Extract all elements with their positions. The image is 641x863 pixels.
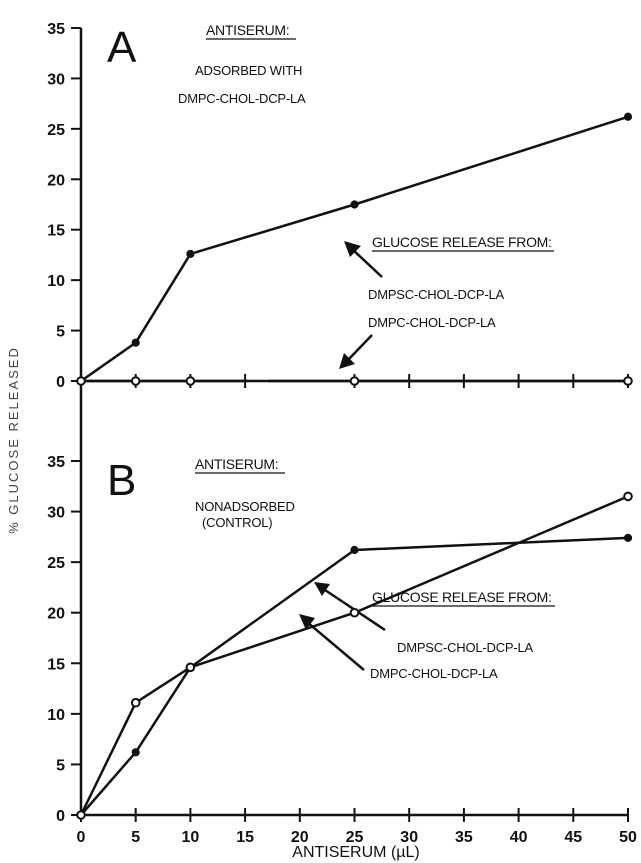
panel-a-y-tick-label: 0 [56, 374, 65, 391]
panel-a-annotation-title: GLUCOSE RELEASE FROM: [372, 234, 552, 250]
panel-a-series-1-point [350, 200, 359, 209]
panel-b-y-tick-label: 25 [47, 555, 65, 572]
x-tick-label: 10 [182, 829, 200, 846]
panel-b-series-1-label: DMPSC-CHOL-DCP-LA [397, 640, 534, 655]
data-series [76, 112, 633, 820]
x-tick-label: 0 [77, 829, 86, 846]
x-axis-label: ANTISERUM (µL) [292, 844, 419, 861]
panel-b-series-1-point [623, 533, 633, 542]
x-tick-label: 40 [510, 829, 528, 846]
panel-a-arrow-1-head-icon [344, 241, 361, 257]
panel-a-series-2-point [130, 376, 141, 386]
panel-b-y-tick-label: 5 [56, 757, 65, 774]
panel-b-series-2-label: DMPC-CHOL-DCP-LA [370, 666, 498, 681]
panel-b-series-2-point [623, 491, 633, 502]
panel-a-arrow-2-icon [347, 334, 373, 361]
panel-a-y-tick-label: 30 [47, 71, 65, 88]
panel-b-series-1-point [131, 748, 140, 757]
x-tick-label: 5 [131, 829, 140, 846]
panel-b-heading: ANTISERUM: [195, 456, 278, 472]
panel-a-arrow-1-icon [351, 248, 383, 278]
panel-b-y-tick-label: 15 [47, 656, 65, 673]
panel-b-series-2-point [349, 607, 360, 618]
panel-b-series-1-line [80, 536, 629, 816]
axes [79, 28, 628, 817]
panel-a-series-2-label: DMPC-CHOL-DCP-LA [368, 315, 496, 330]
panel-a-heading: ANTISERUM: [206, 22, 289, 38]
panel-a-series-2-point [623, 376, 633, 386]
panel-b-arrow-2-head-icon [299, 614, 315, 630]
panel-b-arrow-2-icon [306, 621, 365, 671]
panel-b-series-2-line [79, 495, 629, 816]
panel-b-y-tick-label: 20 [47, 606, 65, 623]
panel-b-series-2-point [76, 810, 86, 820]
panel-a-series-2-point [349, 376, 360, 386]
panel-b-series-1-point [350, 545, 359, 555]
panel-a-label: A [107, 23, 137, 72]
panel-b-series-2-point [185, 662, 196, 673]
panel-a-series-1-point [131, 338, 140, 347]
panel-a-arrow-2-head-icon [339, 353, 355, 369]
panel-a-series-1-point [186, 249, 195, 259]
axis-ticks: 0 5 10 15 20 25 30 35 0 5 10 15 20 25 30 35 0 5 10 15 20 25 30… [47, 21, 637, 846]
panel-b-label: B [107, 456, 136, 505]
panel-a-series-2-point [185, 376, 196, 386]
x-tick-label: 25 [346, 829, 364, 846]
panel-a-y-tick-label: 20 [47, 172, 65, 189]
panel-b-annotation-title: GLUCOSE RELEASE FROM: [372, 589, 552, 605]
x-tick-label: 20 [291, 829, 309, 846]
panel-b-series-2-point [130, 697, 141, 708]
panel-a-series-1-label: DMPSC-CHOL-DCP-LA [368, 287, 505, 302]
x-tick-label: 15 [236, 829, 254, 846]
panel-a-y-tick-label: 25 [47, 122, 65, 139]
x-tick-label: 45 [564, 829, 582, 846]
x-tick-label: 30 [400, 829, 418, 846]
y-axis-label: % GLUCOSE RELEASED [6, 346, 21, 534]
panel-a-y-tick-label: 5 [56, 324, 65, 341]
panel-a-y-tick-label: 15 [47, 223, 65, 240]
x-tick-label: 50 [619, 829, 637, 846]
panel-b-y-tick-label: 35 [47, 454, 65, 471]
panel-b-y-tick-label: 0 [56, 808, 65, 825]
panel-a-condition-line-2: DMPC-CHOL-DCP-LA [178, 91, 306, 106]
panel-b-y-tick-label: 10 [47, 707, 65, 724]
panel-b-condition-line-1: NONADSORBED [195, 499, 295, 514]
panel-b-y-tick-label: 30 [47, 505, 65, 522]
panel-a-series-2-point [76, 376, 86, 386]
panel-a-y-tick-label: 35 [47, 21, 65, 38]
panel-a-series-1-point [623, 112, 633, 121]
panel-b-arrow-1-head-icon [314, 582, 330, 596]
panel-a-condition-line-1: ADSORBED WITH [195, 63, 302, 78]
panel-b-condition-line-2: (CONTROL) [202, 515, 272, 530]
x-tick-label: 35 [455, 829, 473, 846]
panel-a-y-tick-label: 10 [47, 273, 65, 290]
